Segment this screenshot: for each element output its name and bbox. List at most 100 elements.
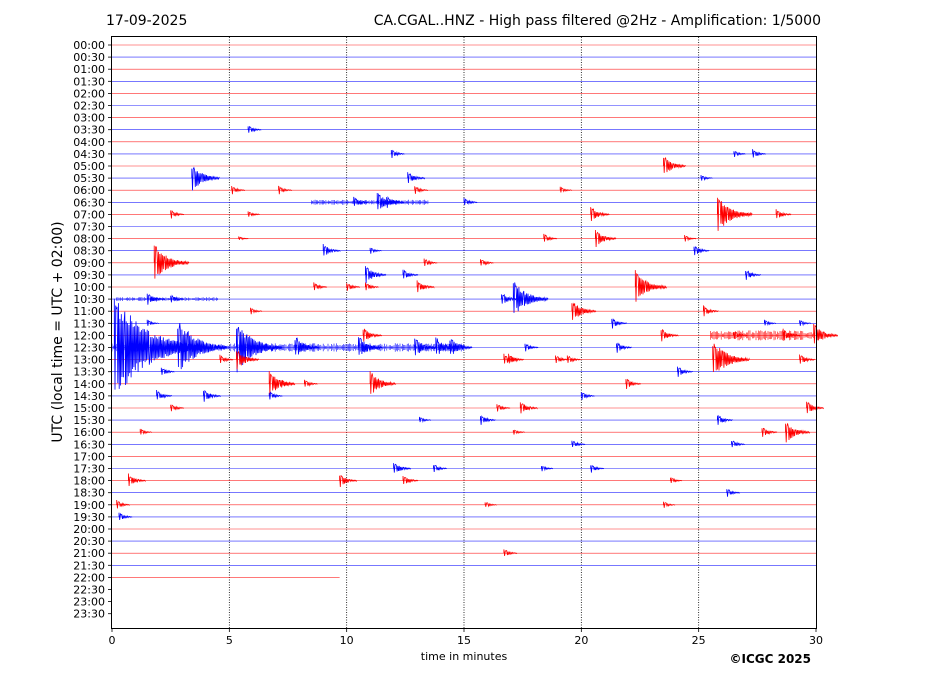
y-tick-label: 15:30 (73, 414, 105, 427)
y-tick-label: 22:30 (73, 584, 105, 597)
trace-event (799, 320, 812, 327)
trace-event (170, 294, 185, 303)
trace-event (433, 465, 447, 472)
trace-event (571, 440, 586, 447)
y-tick-label: 01:00 (73, 63, 105, 76)
y-tick-label: 10:00 (73, 281, 105, 294)
trace-event (369, 371, 397, 394)
y-tick-label: 08:30 (73, 245, 105, 258)
y-tick-label: 11:30 (73, 317, 105, 330)
trace-event (203, 389, 221, 402)
trace-event (231, 185, 246, 195)
y-tick-label: 16:30 (73, 438, 105, 451)
y-tick-label: 03:30 (73, 124, 105, 137)
trace-event (236, 350, 259, 370)
vertical-gridlines (228, 37, 700, 628)
y-tick-label: 18:30 (73, 487, 105, 500)
trace-event (219, 354, 234, 364)
trace-event (170, 404, 185, 412)
y-tick-label: 21:30 (73, 559, 105, 572)
trace-event (663, 157, 686, 173)
trace-event (733, 151, 746, 157)
trace-event (369, 247, 382, 254)
trace-event (407, 172, 425, 184)
trace-event (362, 328, 382, 342)
trace-event (541, 465, 554, 472)
y-tick-label: 07:30 (73, 221, 105, 234)
header-date: 17-09-2025 (106, 13, 187, 29)
trace-event (358, 337, 383, 355)
trace-event (177, 323, 228, 370)
y-tick-label: 11:00 (73, 305, 105, 318)
trace-event (785, 423, 810, 443)
trace-event (670, 477, 683, 483)
x-tick-label: 15 (457, 634, 471, 647)
trace-event (365, 282, 379, 291)
trace-event (250, 307, 263, 315)
trace-event (543, 233, 558, 242)
trace-event (146, 319, 159, 326)
trace-event (339, 474, 357, 488)
y-tick-label: 19:00 (73, 499, 105, 512)
x-tick-label: 30 (809, 634, 823, 647)
x-axis-label: time in minutes (421, 650, 508, 663)
trace-event (280, 379, 295, 388)
y-axis-label: UTC (local time = UTC + 02:00) (50, 221, 66, 442)
trace-event (571, 302, 597, 320)
trace-event (304, 379, 318, 387)
trace-event (170, 209, 185, 219)
y-tick-label: 23:00 (73, 596, 105, 609)
trace-event (590, 207, 610, 222)
y-tick-label: 05:30 (73, 172, 105, 185)
x-tick-label: 25 (692, 634, 706, 647)
x-tick-label: 20 (574, 634, 588, 647)
trace-event (353, 196, 369, 206)
trace-event (128, 473, 146, 487)
trace-event (580, 392, 595, 400)
trace-event (118, 512, 133, 520)
trace-event (503, 549, 518, 556)
trace-event (764, 319, 777, 327)
trace-event (512, 282, 549, 313)
y-tick-label: 22:00 (73, 571, 105, 584)
y-tick-label: 06:00 (73, 184, 105, 197)
y-tick-label: 21:00 (73, 547, 105, 560)
trace-event (416, 280, 435, 293)
trace-event (313, 282, 328, 291)
trace-event (116, 499, 131, 509)
trace-event (752, 149, 766, 158)
trace-event (238, 236, 249, 241)
trace-event (390, 149, 405, 159)
y-tick-label: 04:30 (73, 148, 105, 161)
trace-event (146, 293, 165, 305)
y-tick-label: 09:00 (73, 257, 105, 270)
trace-event (566, 355, 581, 363)
y-tick-label: 19:30 (73, 511, 105, 524)
trace-event (616, 342, 632, 353)
y-tick-label: 00:00 (73, 39, 105, 52)
y-tick-label: 06:30 (73, 196, 105, 209)
y-tick-label: 17:30 (73, 463, 105, 476)
x-axis-ticks: 0 5 10 15 20 25 30 (109, 628, 823, 647)
y-tick-label: 12:30 (73, 342, 105, 355)
trace-event (247, 126, 262, 133)
y-tick-label: 20:00 (73, 523, 105, 536)
trace-event (236, 326, 283, 373)
y-tick-label: 20:30 (73, 535, 105, 548)
trace-event (663, 501, 676, 508)
trace-event (419, 416, 432, 424)
trace-event (160, 367, 175, 375)
trace-event (402, 475, 419, 485)
trace-event (449, 339, 473, 354)
y-tick-label: 18:00 (73, 475, 105, 488)
y-tick-label: 08:00 (73, 233, 105, 246)
trace-event (393, 463, 411, 473)
trace-event (519, 402, 538, 414)
y-tick-label: 23:30 (73, 608, 105, 621)
y-tick-label: 15:00 (73, 402, 105, 415)
trace-event (278, 185, 292, 195)
trace-event (590, 464, 605, 473)
trace-event (191, 166, 220, 191)
copyright-label: ©ICGC 2025 (729, 652, 811, 666)
trace-event (799, 354, 815, 364)
